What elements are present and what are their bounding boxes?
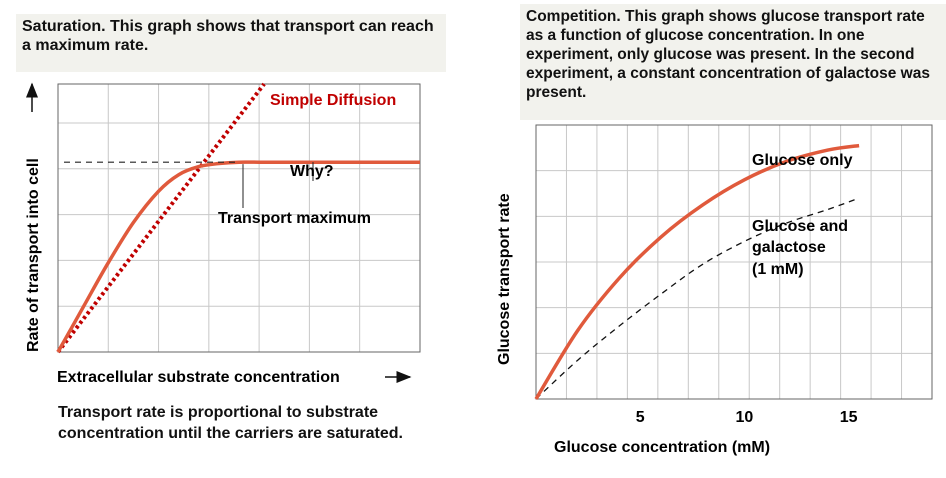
left-grid [58,84,420,352]
glucose-galactose-label-1: Glucose and [752,218,848,235]
right-caption: Competition. This graph shows glucose tr… [520,4,946,120]
left-plot-frame [57,83,421,353]
why-label: Why? [290,163,334,180]
glucose-galactose-label-3: (1 mM) [752,261,804,278]
glucose-only-label: Glucose only [752,152,853,169]
simple-diffusion-label: Simple Diffusion [270,92,396,109]
right-x-axis-label: Glucose concentration (mM) [554,439,770,456]
left-caption: Saturation. This graph shows that transp… [16,14,446,72]
simple-diffusion-line [56,82,266,354]
right-x-tick-label: 10 [736,409,754,426]
right-y-axis-label: Glucose transport rate [496,193,513,365]
right-caption-lead: Competition. [526,8,621,25]
left-y-axis-label: Rate of transport into cell [25,158,42,352]
right-x-tick-labels: 5 10 15 [636,409,858,426]
right-grid [536,125,932,399]
right-plot-frame [535,124,933,400]
left-note: Transport rate is proportional to substr… [58,404,403,442]
right-caption-text: This graph shows glucose transport rate … [526,8,930,101]
left-x-axis-label: Extracellular substrate concentration [57,369,340,386]
left-caption-text: This graph shows that transport can reac… [22,18,434,54]
right-x-tick-label: 15 [840,409,858,426]
transport-curve [56,160,420,353]
saturation-chart: Simple Diffusion Why? Transport maximum … [25,82,421,386]
left-caption-lead: Saturation. [22,18,106,35]
glucose-only-curve [534,143,860,400]
glucose-galactose-curve [535,197,860,400]
glucose-galactose-label-2: galactose [752,239,826,256]
transport-max-label: Transport maximum [218,210,371,227]
competition-chart: 5 10 15 Glucose only Glucose and galactose… [496,124,933,456]
right-x-tick-label: 5 [636,409,645,426]
